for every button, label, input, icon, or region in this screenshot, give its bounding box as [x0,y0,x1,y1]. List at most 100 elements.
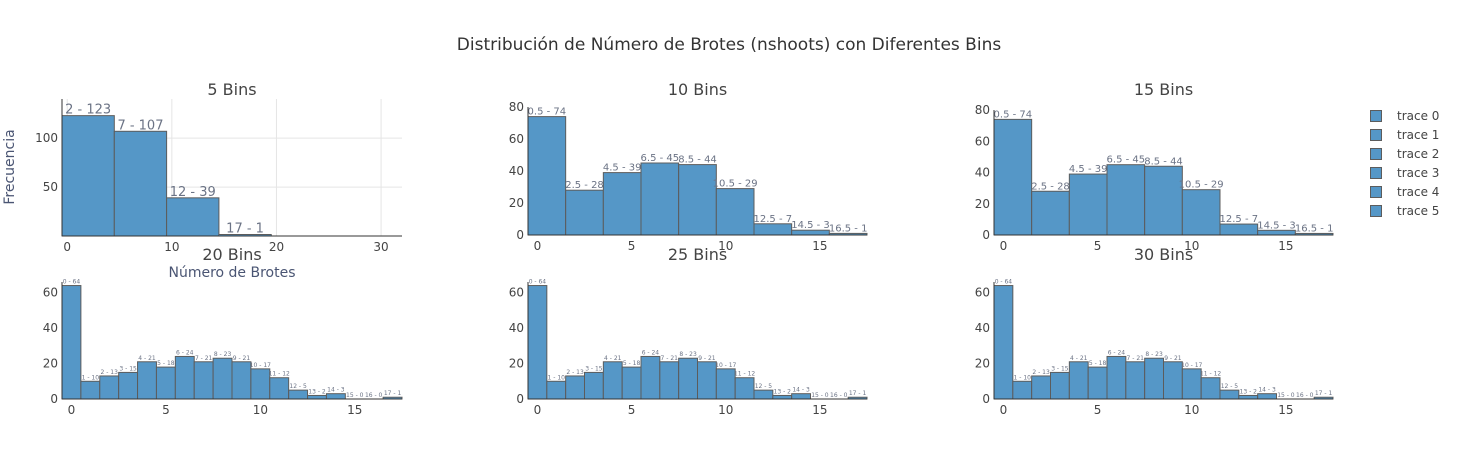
y-tick-label: 0 [516,392,524,406]
histogram-bar [155,366,176,400]
legend-label: trace 4 [1397,184,1440,199]
histogram-bar [1068,173,1108,236]
bar-label: 17 - 1 [384,390,402,397]
x-tick-label: 30 [373,240,388,254]
legend-swatch [1370,166,1382,179]
bar-label: 17 - 1 [226,222,264,237]
y-tick-label: 80 [509,100,524,114]
histogram-bar [1181,368,1202,400]
histogram-bar [1106,355,1127,400]
subplot-title: 15 Bins [1134,80,1193,99]
x-tick-label: 15 [1278,403,1293,417]
bar-label: 17 - 1 [849,390,867,397]
bar-label: 0.5 - 74 [994,109,1033,120]
histogram-bar [1125,361,1146,400]
y-tick-label: 40 [509,164,524,178]
bar-label: 12.5 - 7 [754,214,793,225]
bar-label: 4 - 21 [1070,355,1088,362]
histogram-bar [715,188,755,236]
bar-label: 14 - 3 [792,387,810,394]
y-tick-label: 50 [43,180,58,194]
bar-label: 2.5 - 28 [1031,181,1070,192]
bar-label: 6.5 - 45 [641,153,680,164]
subplot-4: 20 Bins 0 - 64 1 - 102 - 133 - 154 - 215 -… [43,245,403,417]
bar-label: 13 - 2 [774,388,792,395]
histogram-bar [250,368,271,400]
legend[interactable]: trace 0 trace 1 trace 2 trace 3 trace 4 … [1370,106,1439,220]
histogram-bar [61,115,115,237]
bar-label: 4.5 - 39 [1069,164,1108,175]
legend-item-trace-2[interactable]: trace 2 [1370,144,1439,163]
bar-label: 16 - 0 [1296,392,1314,399]
x-tick-label: 5 [162,403,170,417]
legend-label: trace 2 [1397,146,1440,161]
histogram-bar [565,189,604,236]
histogram-bar [602,361,623,400]
legend-item-trace-5[interactable]: trace 5 [1370,201,1439,220]
x-tick-label: 0 [1000,239,1008,253]
histogram-bar [1087,366,1108,400]
bar-label: 4 - 21 [138,355,156,362]
x-tick-label: 0 [63,240,71,254]
bar-label: 8.5 - 44 [1144,156,1183,167]
y-tick-label: 40 [509,321,524,335]
subplot-1: 5 Bins 2 - 123 7 - 107 12 - 39 17 - 1 0 10 20 30… [35,80,402,254]
histogram-bar [1012,380,1033,400]
legend-item-trace-4[interactable]: trace 4 [1370,182,1439,201]
y-tick-label: 80 [975,103,990,117]
subplot-title: 20 Bins [202,245,261,264]
bar-label: 4.5 - 39 [603,163,642,174]
y-tick-label: 0 [982,392,990,406]
histogram-bar [1106,164,1146,236]
y-tick-label: 60 [975,134,990,148]
bar-label: 2 - 13 [1032,369,1050,376]
x-tick-label: 15 [812,403,827,417]
y-tick-label: 60 [509,286,524,300]
bar-label: 7 - 21 [195,355,213,362]
histogram-bar [678,357,699,400]
x-tick-label: 15 [347,403,362,417]
legend-item-trace-1[interactable]: trace 1 [1370,125,1439,144]
histogram-bar [1144,165,1183,236]
bar-label: 0.5 - 74 [528,107,567,118]
bar-label: 4 - 21 [604,355,622,362]
histogram-bar [212,357,233,400]
histogram-bar [1050,371,1070,400]
bar-label: 7 - 21 [661,355,679,362]
bar-label: 15 - 0 [346,392,364,399]
histogram-bar [193,361,214,400]
bar-label: 5 - 18 [623,360,641,367]
bar-label: 14 - 3 [327,387,345,394]
histogram-bar [269,377,290,400]
legend-swatch [1370,185,1382,198]
y-tick-label: 20 [975,197,990,211]
bar-label: 8 - 23 [214,351,232,358]
histogram-bar [1031,375,1051,400]
bar-label: 2 - 123 [65,103,111,118]
bar-label: 9 - 21 [1164,355,1182,362]
bar-label: 6 - 24 [176,349,194,356]
bar-label: 13 - 2 [308,388,326,395]
bar-label: 14.5 - 3 [1257,220,1296,231]
legend-item-trace-0[interactable]: trace 0 [1370,106,1439,125]
y-tick-label: 100 [35,131,58,145]
legend-swatch [1370,109,1382,122]
histogram-bar [697,361,717,400]
histogram-bar [1163,361,1183,400]
x-tick-label: 5 [1094,403,1102,417]
legend-item-trace-3[interactable]: trace 3 [1370,163,1439,182]
y-tick-label: 20 [43,357,58,371]
histogram-bar [640,355,661,400]
bar-label: 15 - 0 [1277,392,1295,399]
histogram-bar [640,162,680,236]
histogram-bar [678,164,717,236]
histogram-bar [325,393,346,400]
histogram-bar [174,355,195,400]
histogram-bar [602,172,642,236]
y-tick-label: 60 [975,286,990,300]
histogram-bar [231,361,252,400]
histogram-bar [753,223,793,236]
bar-label: 5 - 18 [157,360,175,367]
